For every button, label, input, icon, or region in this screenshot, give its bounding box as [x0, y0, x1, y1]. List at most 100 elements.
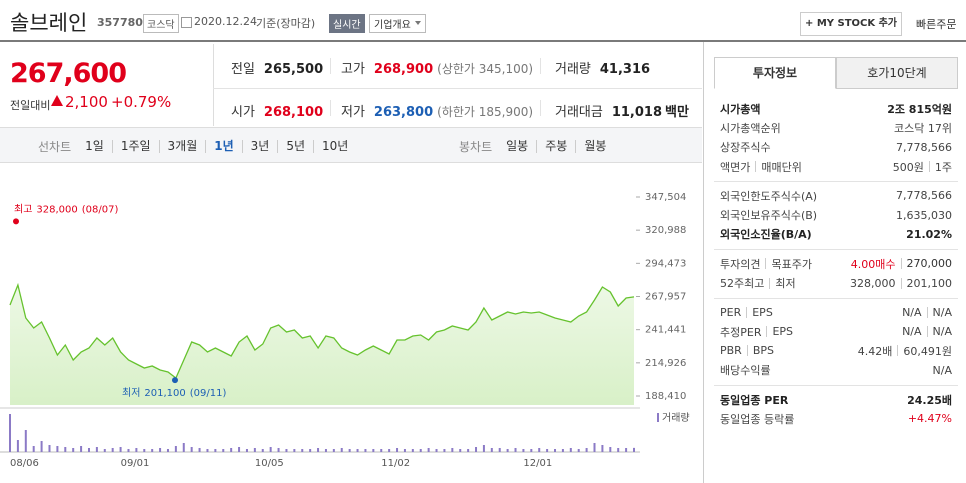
volume-bar	[411, 449, 414, 452]
info-label-part: 52주최고	[720, 277, 765, 291]
volume-bar	[95, 447, 98, 452]
volume-bar	[435, 449, 438, 452]
volume-bar	[340, 448, 343, 452]
extreme-date: (09/11)	[190, 388, 227, 399]
quick-order[interactable]: 빠른주문	[916, 18, 957, 31]
info-label: 동일업종 등락률	[720, 411, 794, 427]
y-tick-label: 241,441	[645, 325, 686, 336]
period-tab[interactable]: 월봉	[575, 140, 614, 153]
separator	[766, 326, 768, 338]
summary-value: 268,900	[373, 62, 434, 77]
info-label: 외국인소진율(B/A)	[720, 226, 812, 242]
volume-bar	[593, 443, 596, 452]
volume-bar	[214, 449, 217, 452]
x-tick-label: 11/02	[381, 458, 410, 469]
panel-border	[703, 42, 704, 483]
x-tick-label: 09/01	[121, 458, 150, 469]
summary-label: 거래량	[555, 62, 591, 77]
info-label: 외국인보유주식수(B)	[720, 207, 817, 223]
period-tab[interactable]: 일봉	[506, 139, 529, 153]
base-date: 2020.12.24	[194, 15, 257, 28]
volume-bar	[64, 447, 67, 452]
y-tick-label: 320,988	[645, 225, 686, 236]
info-value: N/A	[933, 364, 952, 377]
info-label: 동일업종 PER	[720, 392, 788, 408]
volume-bar	[490, 448, 493, 452]
overview-button[interactable]: 기업개요	[369, 14, 426, 33]
info-value: 4.00매수 270,000	[851, 256, 952, 272]
info-row: 외국인보유주식수(B) 1,635,030	[720, 205, 952, 224]
volume-bar	[332, 449, 335, 452]
period-tab[interactable]: 1년	[205, 140, 241, 153]
y-tick-label: 214,926	[645, 358, 686, 369]
period-tab[interactable]: 1일	[85, 139, 104, 153]
volume-bar	[301, 449, 304, 452]
extreme-date: (08/07)	[82, 204, 119, 215]
volume-bar	[451, 448, 454, 452]
volume-bar	[222, 449, 225, 452]
info-label: 액면가 매매단위	[720, 159, 802, 175]
separator	[900, 258, 902, 270]
info-label-part: 외국인소진율(B/A)	[720, 228, 812, 242]
summary-value: 11,018	[611, 105, 663, 120]
period-tab[interactable]: 3개월	[158, 140, 206, 153]
tab-group-label: 봉차트	[459, 140, 493, 154]
change-pct: +0.79%	[111, 93, 172, 111]
volume-bar	[245, 449, 248, 452]
x-tick-label: 08/06	[10, 458, 39, 469]
info-value-part: 201,100	[906, 276, 953, 290]
extreme-value: 328,000	[36, 204, 77, 215]
info-value-part: N/A	[932, 305, 952, 319]
info-value-part: 7,778,566	[896, 189, 952, 203]
volume-bar	[80, 446, 83, 452]
volume-bar	[475, 447, 478, 452]
volume-bar	[206, 449, 209, 452]
volume-bar	[554, 449, 557, 452]
info-label-part: 추정PER	[720, 325, 762, 339]
summary-value: 263,800	[373, 105, 434, 120]
info-label-part: 배당수익률	[720, 364, 771, 378]
volume-bar	[56, 446, 59, 452]
info-value-part: 2조 815억원	[887, 102, 952, 116]
change-label: 전일대비	[10, 99, 51, 112]
info-row: 상장주식수 7,778,566	[720, 138, 952, 157]
my-stock-button[interactable]: + MY STOCK 추가	[800, 12, 902, 36]
period-tab[interactable]: 주봉	[536, 140, 575, 153]
volume-legend: 거래량	[662, 412, 690, 424]
period-tab[interactable]: 10년	[313, 140, 356, 153]
separator	[900, 277, 902, 289]
info-tab[interactable]: 호가10단계	[836, 57, 958, 89]
volume-bar	[24, 430, 27, 452]
info-value: 7,778,566	[896, 189, 952, 202]
volume-bar	[561, 449, 564, 452]
dropdown-arrow	[414, 21, 421, 28]
summary-cell: 거래량 41,316	[555, 58, 650, 77]
separator	[765, 258, 767, 270]
summary-value: 268,100	[263, 105, 324, 120]
summary-label: 고가	[341, 62, 365, 77]
up-triangle	[51, 95, 63, 106]
realtime-badge[interactable]: 실시간	[329, 14, 365, 33]
volume-bar	[396, 448, 399, 452]
volume-bar	[103, 449, 106, 452]
period-tab[interactable]: 5년	[277, 140, 313, 153]
separator	[926, 306, 928, 318]
info-label: 상장주식수	[720, 139, 771, 155]
volume-bar	[609, 447, 612, 452]
summary-cell: 시가 268,100	[231, 101, 323, 120]
info-label: 배당수익률	[720, 362, 771, 378]
info-tab[interactable]: 투자정보	[714, 57, 836, 89]
summary-value: 41,316	[599, 62, 651, 77]
info-label: PBR BPS	[720, 344, 774, 357]
tab-group: 선차트 1일 1주일 3개월 1년 3년 5년 10년	[38, 138, 356, 155]
period-tab[interactable]: 3년	[241, 140, 278, 153]
period-tab[interactable]: 1주일	[111, 140, 159, 153]
volume-bar	[166, 449, 169, 452]
info-value-part: 24.25배	[907, 393, 952, 407]
info-value-part: N/A	[932, 363, 952, 377]
info-value: 24.25배	[907, 392, 952, 408]
info-label-part: 시가총액순위	[720, 121, 781, 135]
info-label-part: PBR	[720, 344, 742, 358]
info-row: PER EPS N/A N/A	[720, 303, 952, 322]
info-value: N/A N/A	[902, 325, 952, 338]
